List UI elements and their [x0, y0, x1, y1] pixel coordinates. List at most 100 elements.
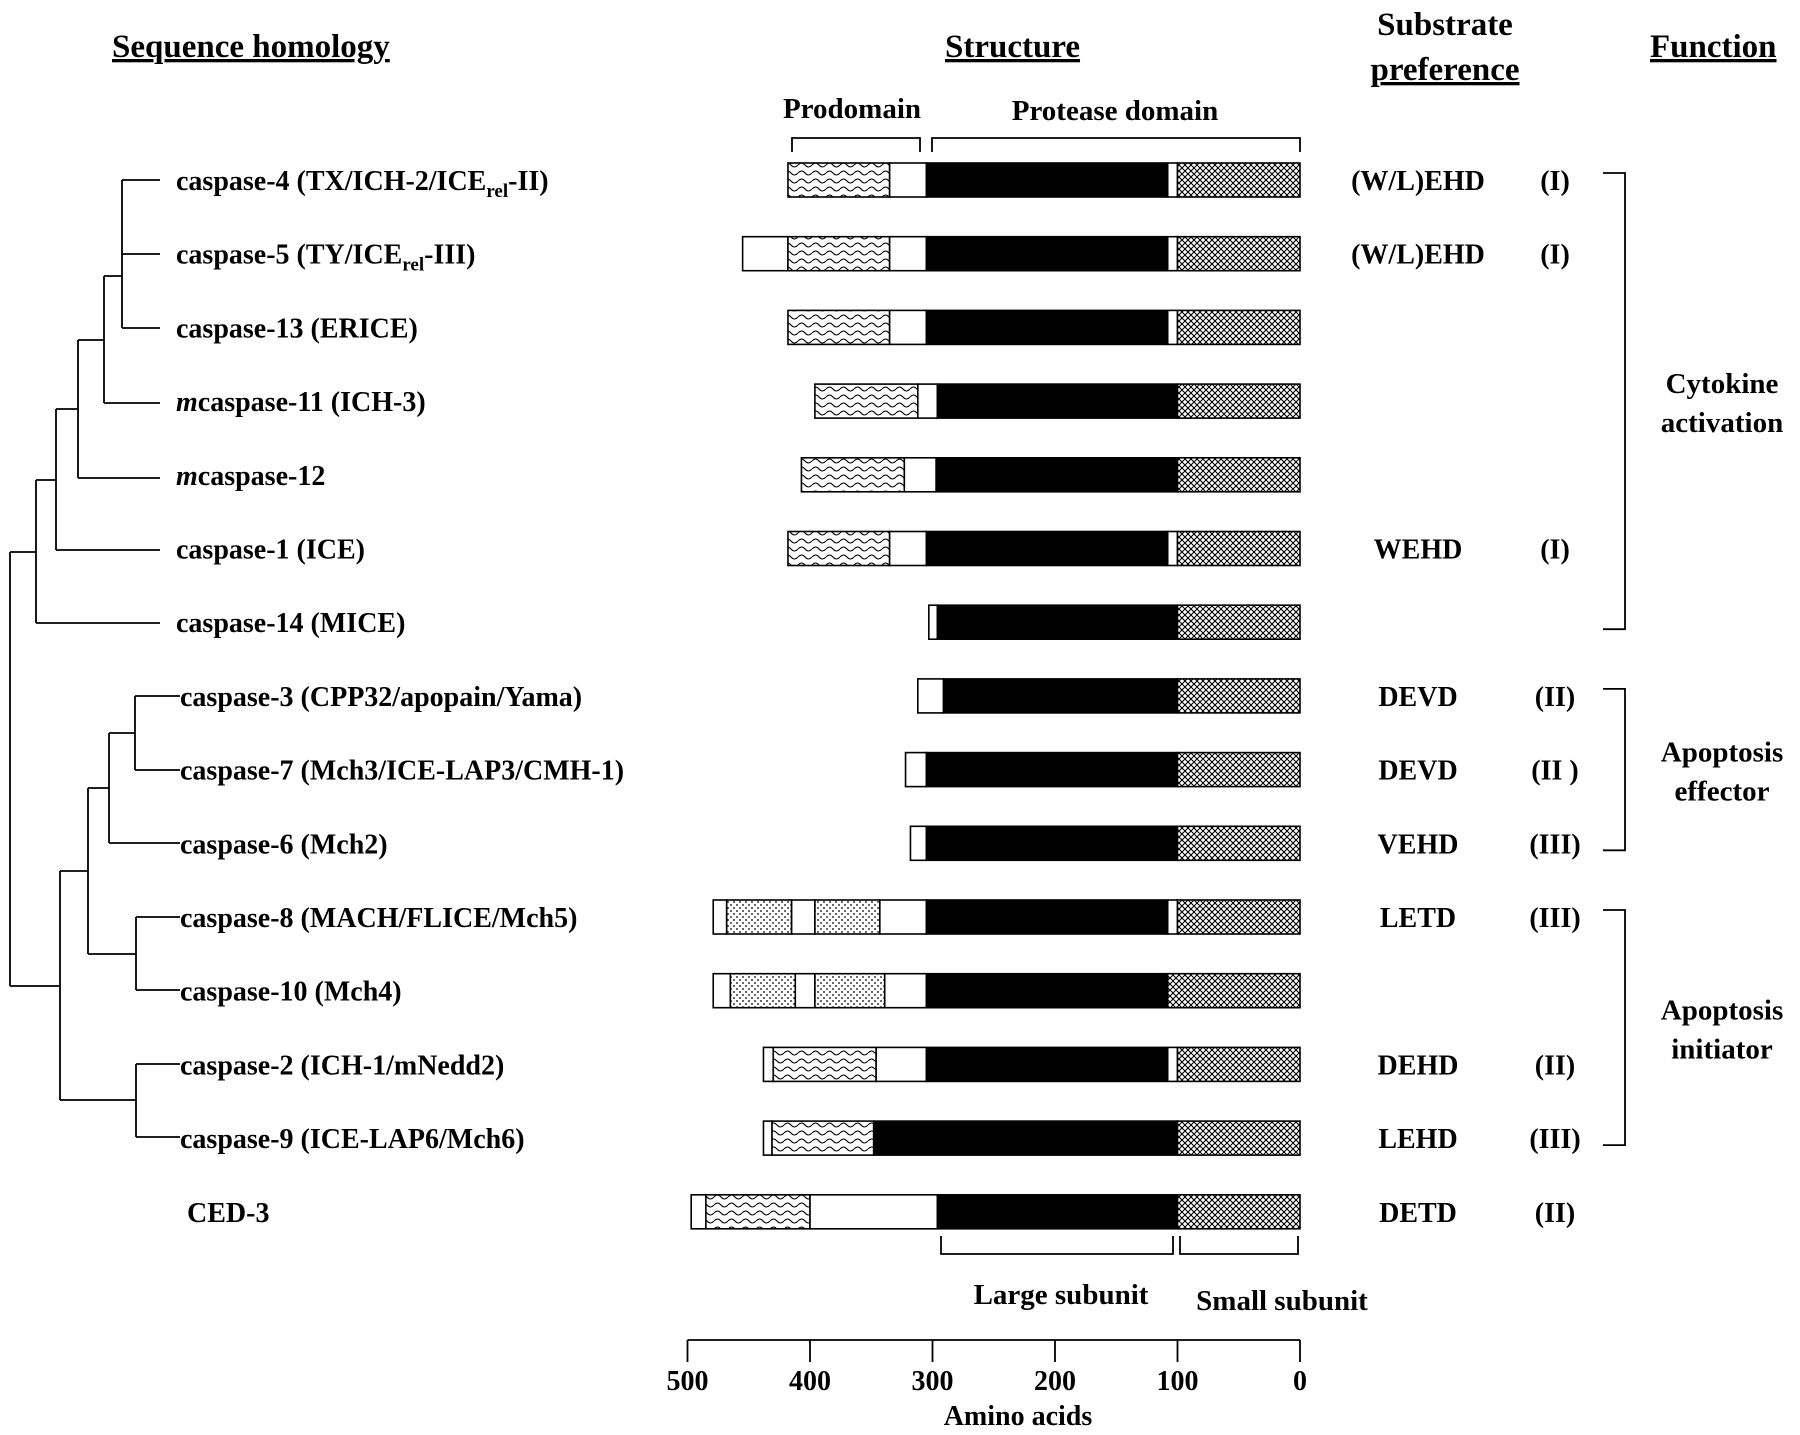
- domain-bar: [787, 162, 1301, 198]
- caspase-name: caspase-6 (Mch2): [180, 829, 388, 860]
- caspase-name: caspase-2 (ICH-1/mNedd2): [180, 1050, 504, 1081]
- segment-black: [936, 1194, 1179, 1230]
- domain-bar: [800, 456, 1301, 493]
- segment-black: [936, 604, 1179, 641]
- substrate-motif: (W/L)EHD: [1351, 166, 1485, 197]
- segment-white: [928, 604, 939, 641]
- segment-white: [879, 899, 928, 935]
- segment-cross: [1176, 678, 1301, 714]
- heading-sequence-homology: Sequence homology: [112, 29, 390, 65]
- segment-cross: [1176, 162, 1301, 198]
- segment-cross: [1176, 235, 1301, 272]
- substrate-group: (II): [1535, 682, 1575, 713]
- prodomain-label: Prodomain: [783, 93, 921, 125]
- substrate-group: (III): [1529, 1124, 1580, 1155]
- large-subunit-label: Large subunit: [974, 1279, 1149, 1311]
- segment-black: [925, 899, 1169, 935]
- caspase-name: caspase-13 (ERICE): [176, 313, 418, 344]
- segment-black: [925, 972, 1169, 1009]
- segment-cross: [1176, 751, 1301, 788]
- substrate-motif: (W/L)EHD: [1351, 240, 1485, 271]
- domain-bar: [814, 383, 1301, 419]
- caspase-row-casp8: caspase-8 (MACH/FLICE/Mch5) LETD (III): [180, 899, 1581, 935]
- substrate-motif: DEVD: [1378, 756, 1457, 787]
- caspase-row-casp1: caspase-1 (ICE) WEHD (I): [176, 530, 1570, 567]
- caspase-row-casp4: caspase-4 (TX/ICH-2/ICErel-II) (W/L)EHD (I…: [176, 162, 1570, 202]
- segment-black: [925, 530, 1169, 567]
- segment-wave: [800, 456, 906, 493]
- segment-white: [1166, 309, 1179, 346]
- function-label-line1: Cytokine: [1666, 368, 1779, 400]
- segment-white: [888, 309, 928, 346]
- substrate-group: (I): [1540, 240, 1570, 271]
- segment-white: [888, 162, 928, 198]
- segment-wave: [771, 1120, 875, 1156]
- substrate-motif: VEHD: [1378, 829, 1459, 860]
- caspase-row-mcasp11: mcaspase-11 (ICH-3): [176, 383, 1301, 419]
- protease-domain-bracket: [931, 137, 1301, 152]
- domain-bar: [712, 972, 1301, 1009]
- segment-cross: [1176, 383, 1301, 419]
- heading-preference: preference: [1370, 52, 1519, 88]
- substrate-group: (II): [1535, 1050, 1575, 1081]
- function-brackets: CytokineactivationApoptosiseffectorApopt…: [1603, 172, 1783, 1146]
- domain-bar: [909, 825, 1301, 862]
- caspase-name: CED-3: [187, 1198, 269, 1229]
- caspase-row-casp6: caspase-6 (Mch2) VEHD (III): [180, 825, 1581, 862]
- segment-black: [935, 456, 1179, 493]
- substrate-motif: DETD: [1379, 1198, 1457, 1229]
- axis-tick-label: 400: [789, 1366, 831, 1397]
- segment-wave: [787, 235, 891, 272]
- segment-cross: [1176, 899, 1301, 935]
- domain-bar: [928, 604, 1301, 641]
- segment-white: [888, 235, 928, 272]
- caspase-row-casp13: caspase-13 (ERICE): [176, 309, 1301, 346]
- segment-dots: [814, 899, 881, 935]
- segment-cross: [1176, 1120, 1301, 1156]
- function-label-line2: effector: [1675, 776, 1770, 808]
- caspase-name: caspase-5 (TY/ICErel-III): [176, 240, 476, 276]
- caspase-row-casp7: caspase-7 (Mch3/ICE-LAP3/CMH-1) DEVD (II ): [180, 751, 1579, 788]
- segment-black: [925, 825, 1179, 862]
- axis-tick-label: 200: [1034, 1366, 1076, 1397]
- segment-white: [1166, 162, 1179, 198]
- axis-title: Amino acids: [944, 1401, 1093, 1432]
- caspase-name: caspase-9 (ICE-LAP6/Mch6): [180, 1124, 525, 1155]
- segment-white: [916, 678, 945, 714]
- caspase-row-casp2: caspase-2 (ICH-1/mNedd2) DEHD (II): [180, 1046, 1575, 1083]
- caspase-name: caspase-10 (Mch4): [180, 977, 402, 1008]
- segment-cross: [1166, 972, 1301, 1009]
- segment-black: [925, 162, 1169, 198]
- segment-cross: [1176, 1194, 1301, 1230]
- substrate-group: (II ): [1531, 756, 1578, 787]
- caspase-name: caspase-8 (MACH/FLICE/Mch5): [180, 903, 577, 934]
- segment-black: [872, 1120, 1179, 1156]
- segment-white: [1166, 235, 1179, 272]
- caspase-name: caspase-14 (MICE): [176, 608, 405, 639]
- phylogenetic-tree: [9, 179, 180, 1138]
- function-initiator: Apoptosis initiator: [1603, 909, 1783, 1146]
- segment-cross: [1176, 309, 1301, 346]
- segment-white: [794, 972, 816, 1009]
- segment-white: [1166, 530, 1179, 567]
- function-bracket: [1603, 688, 1626, 852]
- segment-black: [925, 751, 1179, 788]
- segment-wave: [787, 530, 891, 567]
- substrate-group: (I): [1540, 166, 1570, 197]
- segment-white: [875, 1046, 928, 1083]
- caspase-row-mcasp12: mcaspase-12: [176, 456, 1301, 493]
- segment-dots: [725, 899, 793, 935]
- segment-white: [883, 972, 928, 1009]
- caspase-name: caspase-3 (CPP32/apopain/Yama): [180, 682, 582, 713]
- substrate-motif: DEVD: [1378, 682, 1457, 713]
- mouse-prefix: m: [176, 387, 198, 418]
- protease-domain-label: Protease domain: [1012, 95, 1218, 127]
- small-subunit-label: Small subunit: [1196, 1285, 1368, 1317]
- segment-black: [925, 309, 1169, 346]
- segment-white: [712, 972, 732, 1009]
- segment-wave: [787, 162, 891, 198]
- segment-cross: [1176, 530, 1301, 567]
- function-label-line2: activation: [1661, 407, 1783, 439]
- large-subunit-bracket: [940, 1236, 1174, 1255]
